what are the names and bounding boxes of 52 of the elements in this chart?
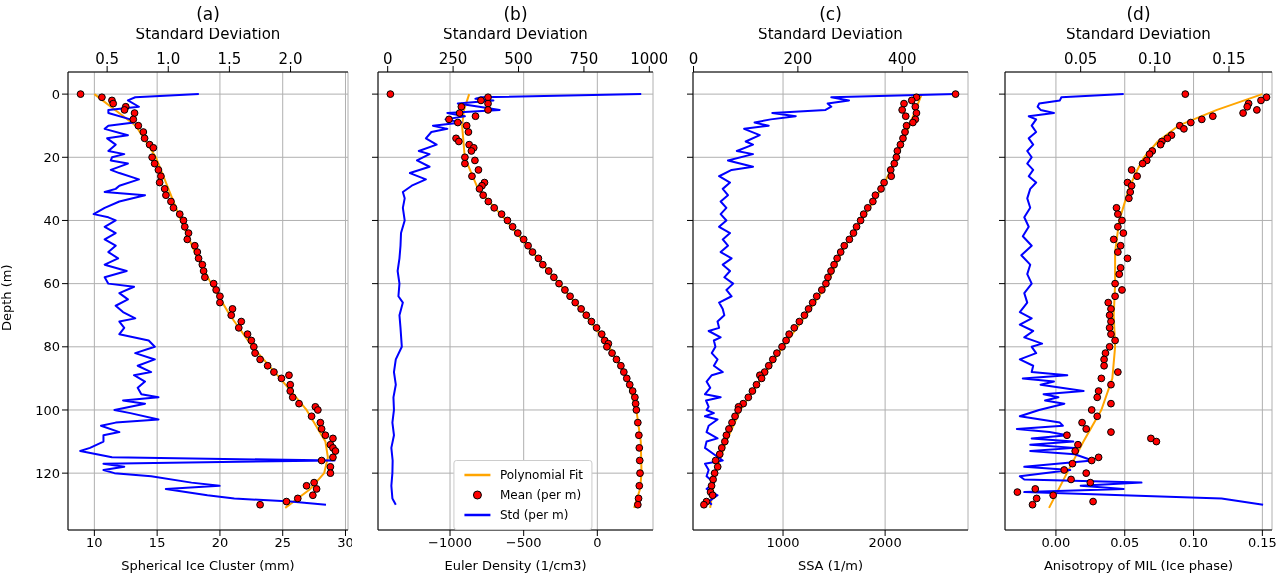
y-tick-label: 40 bbox=[43, 213, 60, 229]
x-axis-title: SSA (1/m) bbox=[797, 558, 864, 573]
x2-tick-label: 0.05 bbox=[1063, 50, 1098, 68]
y-axis-title: Depth (m) bbox=[0, 264, 14, 331]
x-tick-label: 0.10 bbox=[1179, 535, 1209, 551]
chart-title: (c) bbox=[818, 4, 843, 24]
x-tick-label: −1000 bbox=[428, 535, 473, 551]
chart-title: (a) bbox=[195, 4, 221, 24]
x-tick-label: 0 bbox=[593, 535, 602, 551]
x2-tick-label: 250 bbox=[438, 50, 468, 68]
x2-axis-title: Standard Deviation bbox=[1066, 24, 1211, 43]
x-tick-label: 20 bbox=[211, 535, 229, 551]
y-tick-label: 100 bbox=[35, 402, 60, 418]
x2-axis-title: Standard Deviation bbox=[758, 24, 903, 43]
x2-tick-label: 0.15 bbox=[1212, 50, 1246, 68]
y-tick-label: 120 bbox=[35, 465, 60, 481]
x2-tick-label: 1.0 bbox=[156, 50, 181, 68]
x-tick-label: 0.15 bbox=[1247, 535, 1277, 551]
x-tick-label: 0.00 bbox=[1041, 535, 1071, 551]
x2-tick-label: 750 bbox=[569, 50, 599, 68]
x2-tick-label: 400 bbox=[887, 50, 917, 68]
x2-tick-label: 500 bbox=[504, 50, 533, 68]
y-tick-label: 60 bbox=[43, 276, 60, 292]
legend-label: Mean (per m) bbox=[499, 488, 582, 502]
x2-axis-title: Standard Deviation bbox=[135, 24, 281, 43]
x2-tick-label: 1.5 bbox=[217, 50, 242, 68]
x-tick-label: −500 bbox=[505, 535, 542, 551]
x2-axis-title: Standard Deviation bbox=[443, 24, 588, 43]
x-axis-title: Spherical Ice Cluster (mm) bbox=[121, 558, 295, 573]
x2-tick-label: 0 bbox=[688, 50, 699, 68]
y-tick-label: 20 bbox=[43, 149, 60, 165]
x-tick-label: 0.05 bbox=[1110, 535, 1140, 551]
x-tick-label: 2000 bbox=[868, 535, 902, 551]
x-axis-title: Anisotropy of MIL (Ice phase) bbox=[1043, 558, 1234, 573]
legend-label: Polynomial Fit bbox=[499, 468, 584, 482]
y-tick-label: 0 bbox=[51, 86, 60, 102]
chart-title: (d) bbox=[1125, 4, 1152, 24]
x-axis-title: Euler Density (1/cm3) bbox=[444, 558, 587, 573]
chart-title: (b) bbox=[502, 4, 529, 24]
x-tick-label: 10 bbox=[86, 535, 103, 551]
x2-tick-label: 200 bbox=[783, 50, 813, 68]
x2-tick-label: 2.0 bbox=[278, 50, 303, 68]
x2-tick-label: 0.5 bbox=[95, 50, 120, 68]
x2-tick-label: 0 bbox=[382, 50, 393, 68]
x-tick-label: 25 bbox=[274, 535, 291, 551]
x-tick-label: 30 bbox=[337, 535, 354, 551]
y-tick-label: 80 bbox=[43, 339, 60, 355]
x2-tick-label: 1000 bbox=[630, 50, 669, 68]
legend-label: Std (per m) bbox=[499, 508, 569, 522]
x-tick-label: 1000 bbox=[766, 535, 800, 551]
x2-tick-label: 0.10 bbox=[1138, 50, 1172, 68]
x-tick-label: 15 bbox=[148, 535, 166, 551]
